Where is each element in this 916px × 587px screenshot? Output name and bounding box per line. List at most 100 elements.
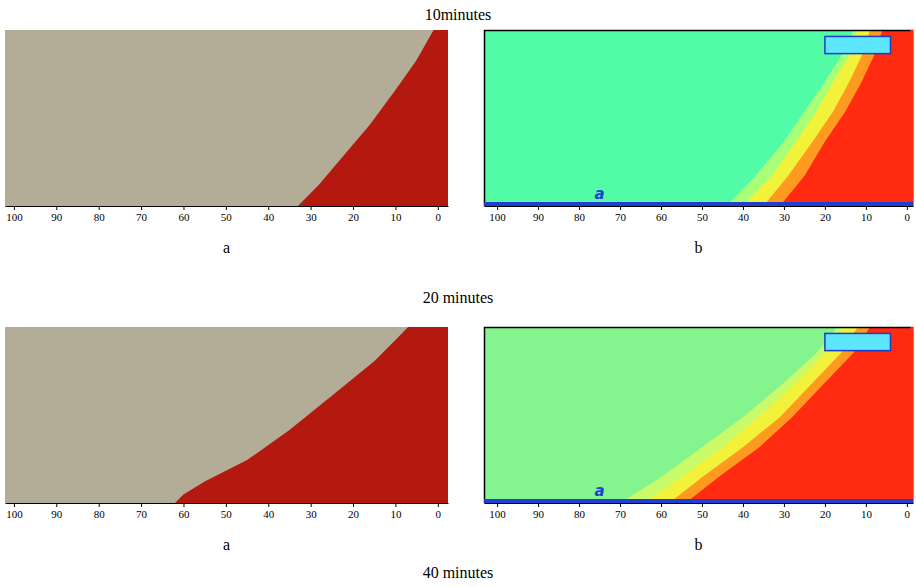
tick: 100 [6, 503, 23, 520]
tick-mark [825, 206, 826, 210]
tick-label: 30 [779, 508, 791, 520]
tick-label: 30 [779, 211, 791, 223]
tick-label: 10 [390, 211, 402, 223]
tick: 40 [263, 206, 275, 223]
plot-area [5, 327, 448, 503]
tick-label: 40 [738, 508, 750, 520]
tick: 20 [820, 503, 832, 520]
tick-mark [99, 206, 100, 210]
tick: 100 [6, 206, 23, 223]
front-area [669, 327, 913, 503]
tick-mark [353, 206, 354, 210]
annotation: a [594, 482, 604, 500]
tick-label: 90 [533, 508, 545, 520]
tick-label: 60 [178, 508, 190, 520]
tick-mark [702, 503, 703, 507]
ground [484, 30, 913, 206]
tick: 60 [178, 503, 190, 520]
tick: 10 [861, 206, 873, 223]
panel-label: a [223, 536, 230, 553]
tick: 40 [738, 206, 750, 223]
tick: 90 [51, 503, 63, 520]
injector [825, 36, 891, 53]
tick: 50 [697, 503, 709, 520]
frame-edge [911, 327, 914, 503]
tick-mark [907, 503, 908, 507]
x-axis: 1009080706050403020100 [485, 503, 914, 520]
annotation: a [594, 185, 604, 203]
tick-mark [784, 503, 785, 507]
tick: 0 [436, 206, 442, 223]
tick-mark [702, 206, 703, 210]
tick: 0 [436, 503, 442, 520]
figure: 10minutes20 minutes40 minutes10090807060… [0, 0, 916, 587]
tick: 20 [348, 503, 360, 520]
tick-label: 70 [615, 211, 627, 223]
tick-label: 10 [390, 508, 402, 520]
tick-mark [99, 503, 100, 507]
tick: 10 [390, 206, 402, 223]
tick: 60 [178, 206, 190, 223]
tick-mark [395, 503, 396, 507]
tick-mark [56, 503, 57, 507]
tick-mark [14, 206, 15, 210]
bottom-line [484, 202, 913, 206]
frame-edge [911, 30, 914, 206]
tick-label: 40 [738, 211, 750, 223]
tick-mark [226, 503, 227, 507]
tick-mark [268, 206, 269, 210]
tick-label: 40 [263, 508, 275, 520]
tick: 20 [820, 206, 832, 223]
tick-mark [56, 206, 57, 210]
tick-mark [141, 206, 142, 210]
tick-mark [438, 206, 439, 210]
tick-label: 20 [348, 508, 360, 520]
panel: a1009080706050403020100b [484, 30, 914, 256]
tick-label: 50 [697, 211, 709, 223]
tick-mark [226, 206, 227, 210]
ground [5, 30, 448, 206]
tick: 100 [489, 206, 506, 223]
tick: 50 [697, 206, 709, 223]
axis-line [6, 206, 449, 207]
tick-label: 90 [51, 508, 63, 520]
tick-mark [183, 206, 184, 210]
tick-mark [268, 503, 269, 507]
tick: 90 [533, 503, 545, 520]
tick: 70 [615, 503, 627, 520]
tick-label: 20 [348, 211, 360, 223]
tick: 90 [51, 206, 63, 223]
tick: 60 [656, 503, 668, 520]
row-caption: 10minutes [425, 6, 492, 23]
plot-area [484, 327, 913, 503]
tick-mark [579, 206, 580, 210]
front-area [727, 30, 913, 206]
tick: 40 [738, 503, 750, 520]
tick-mark [395, 206, 396, 210]
tick: 40 [263, 503, 275, 520]
tick-mark [866, 206, 867, 210]
tick: 90 [533, 206, 545, 223]
tick-mark [497, 206, 498, 210]
tick: 20 [348, 206, 360, 223]
front-area [620, 327, 913, 503]
plot-area [5, 30, 448, 206]
tick-mark [353, 503, 354, 507]
panel: 1009080706050403020100a [5, 30, 449, 256]
ground [484, 327, 913, 503]
front-area [175, 327, 448, 503]
tick-label: 80 [574, 508, 586, 520]
tick-label: 20 [820, 211, 832, 223]
tick: 30 [779, 206, 791, 223]
tick-label: 90 [533, 211, 545, 223]
tick-label: 70 [615, 508, 627, 520]
front-area [298, 30, 448, 206]
tick-label: 0 [436, 211, 442, 223]
tick-label: 80 [94, 211, 106, 223]
tick-mark [743, 503, 744, 507]
tick-mark [907, 206, 908, 210]
tick: 0 [905, 503, 911, 520]
tick: 50 [221, 206, 233, 223]
x-axis: 1009080706050403020100 [485, 206, 914, 223]
tick-label: 30 [306, 508, 318, 520]
